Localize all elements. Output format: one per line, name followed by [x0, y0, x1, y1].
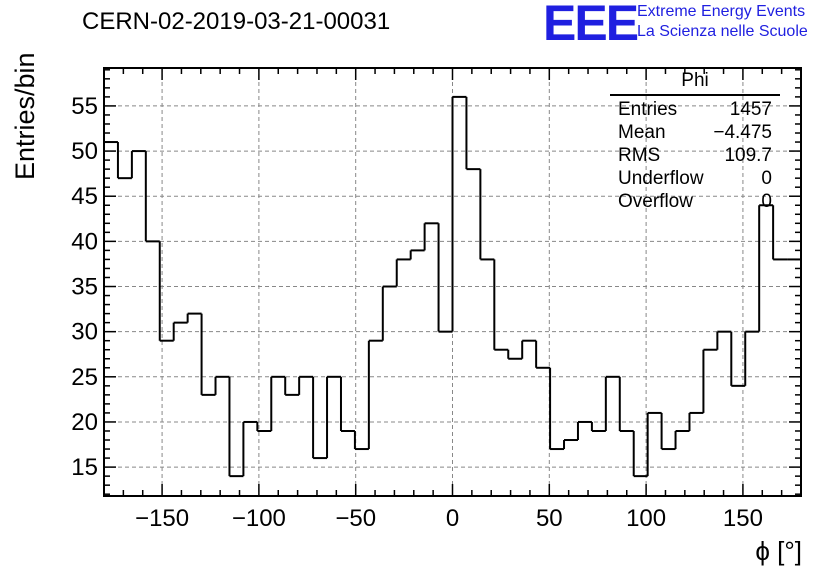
logo-caption: Extreme Energy Events La Scienza nelle S…: [637, 2, 808, 42]
stats-row-rms: RMS 109.7: [610, 144, 780, 167]
y-tick-label: 55: [71, 93, 98, 120]
chart-title: CERN-02-2019-03-21-00031: [82, 8, 391, 35]
x-tick-label: 0: [446, 505, 459, 532]
x-tick-label: 50: [536, 505, 563, 532]
y-axis-label: Entries/bin: [10, 52, 40, 180]
stats-row-overflow: Overflow 0: [610, 190, 780, 213]
y-tick-label: 30: [71, 319, 98, 346]
stats-row-mean: Mean −4.475: [610, 121, 780, 144]
x-tick-label: −100: [232, 505, 286, 532]
stats-value: −4.475: [713, 122, 772, 143]
stats-value: 0: [761, 168, 772, 189]
stats-row-entries: Entries 1457: [610, 98, 780, 121]
stats-title: Phi: [610, 70, 780, 96]
axis-ticks: [103, 68, 802, 496]
stats-value: 0: [761, 191, 772, 212]
y-tick-label: 25: [71, 364, 98, 391]
x-axis-label: ϕ [°]: [755, 536, 802, 566]
stats-box: Phi Entries 1457 Mean −4.475 RMS 109.7 U…: [610, 70, 780, 213]
stats-value: 109.7: [724, 145, 772, 166]
stats-value: 1457: [729, 99, 772, 120]
x-tick-label: −150: [135, 505, 189, 532]
stats-label: Entries: [618, 99, 678, 120]
x-tick-label: 100: [626, 505, 666, 532]
stats-label: Mean: [618, 122, 666, 143]
x-tick-label: 150: [723, 505, 763, 532]
histogram-bars: [104, 95, 801, 478]
axis-tick-labels: −150 −100 −50 0 50 100 150 15 20 25 30 35 40 45 50 55: [71, 93, 763, 532]
eee-logo: EEE: [543, 0, 639, 51]
y-tick-label: 40: [71, 228, 98, 255]
logo-caption-line1: Extreme Energy Events: [637, 3, 806, 20]
y-tick-label: 20: [71, 409, 98, 436]
y-tick-label: 15: [71, 454, 98, 481]
stats-label: Underflow: [618, 168, 704, 189]
y-tick-label: 35: [71, 274, 98, 301]
stats-label: Overflow: [618, 191, 693, 212]
logo-caption-line2: La Scienza nelle Scuole: [637, 23, 808, 40]
stats-row-underflow: Underflow 0: [610, 167, 780, 190]
stats-label: RMS: [618, 145, 661, 166]
x-tick-label: −50: [335, 505, 376, 532]
y-tick-label: 50: [71, 138, 98, 165]
y-tick-label: 45: [71, 183, 98, 210]
